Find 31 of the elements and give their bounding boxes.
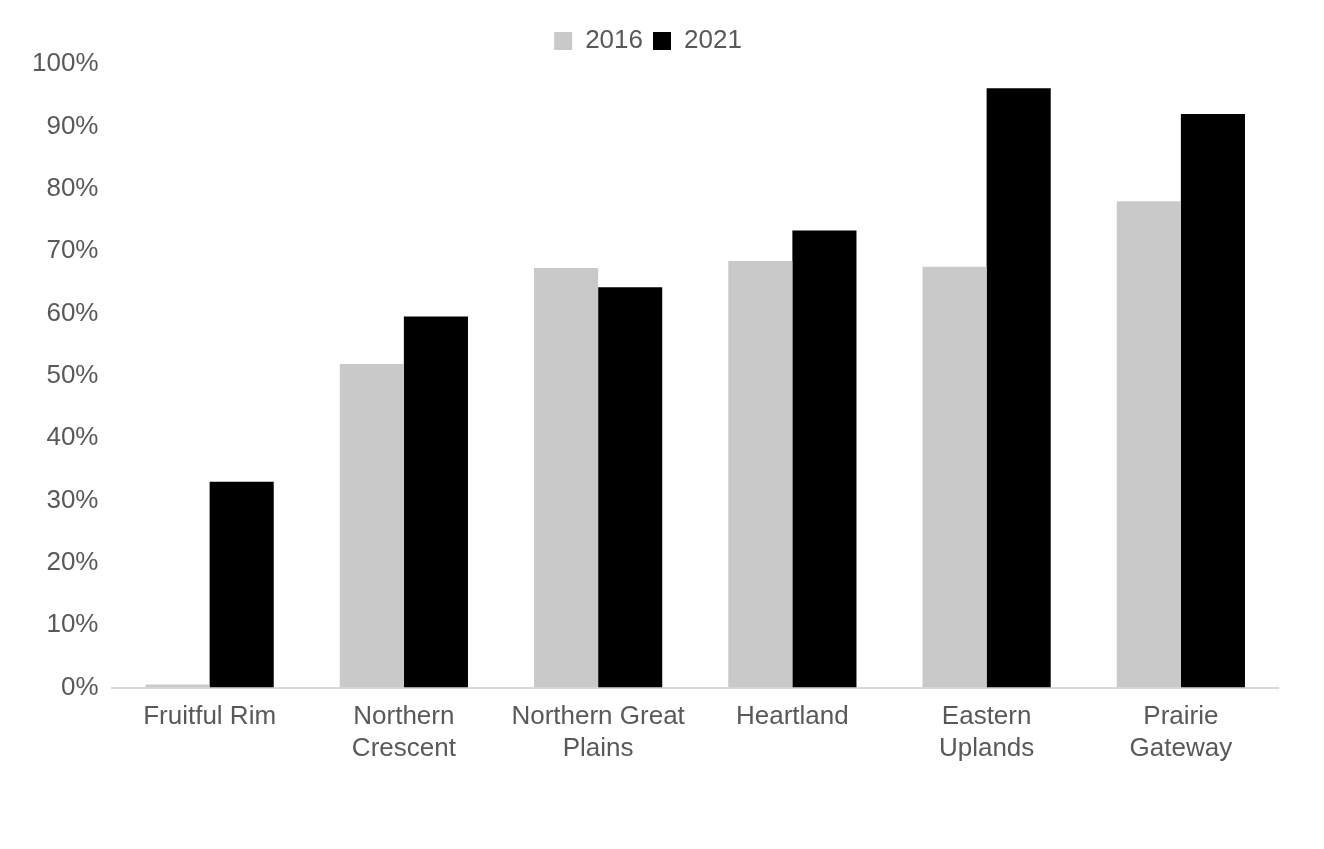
x-tick-label: Northern Great Plains <box>511 700 686 762</box>
y-tick-label: 100% <box>32 47 99 78</box>
y-tick-label: 30% <box>46 483 99 514</box>
bar <box>209 481 274 688</box>
bar <box>728 261 793 688</box>
legend-label: 2016 <box>585 24 643 55</box>
x-tick-label: Northern Crescent <box>351 700 457 762</box>
bar <box>598 287 663 688</box>
bar <box>1180 113 1245 688</box>
bar <box>145 684 210 688</box>
bar <box>403 316 468 688</box>
bar <box>339 363 404 688</box>
y-tick-label: 50% <box>46 358 99 389</box>
y-tick-label: 70% <box>46 234 99 265</box>
bar <box>922 266 987 688</box>
y-tick-label: 80% <box>46 171 99 202</box>
x-tick-label: Heartland <box>736 700 849 731</box>
y-tick-label: 90% <box>46 109 99 140</box>
x-tick-label: Prairie Gateway <box>1129 700 1233 762</box>
y-tick-label: 0% <box>60 670 99 701</box>
y-tick-label: 20% <box>46 546 99 577</box>
x-tick-label: Eastern Uplands <box>938 700 1035 762</box>
bar <box>986 88 1051 688</box>
y-tick-label: 40% <box>46 421 99 452</box>
y-tick-label: 60% <box>46 296 99 327</box>
legend-label: 2021 <box>684 24 742 55</box>
x-tick-label: Fruitful Rim <box>143 700 277 731</box>
y-tick-label: 10% <box>46 608 99 639</box>
bar <box>534 267 599 688</box>
bar <box>1116 201 1181 688</box>
bar <box>792 230 857 688</box>
